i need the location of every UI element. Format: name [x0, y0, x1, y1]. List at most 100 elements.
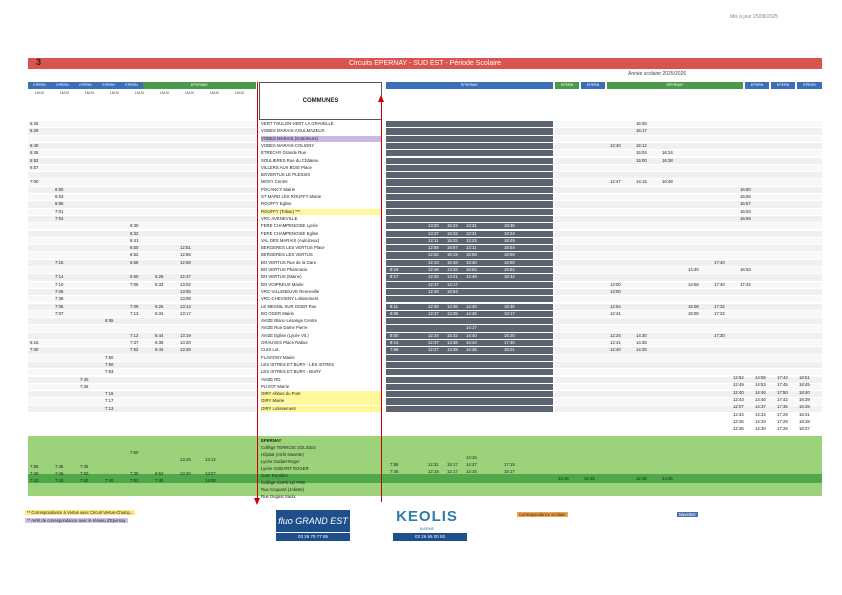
row-band-middle — [386, 361, 553, 369]
time-cell: 18:31 — [799, 411, 810, 417]
time-cell: 6:29 — [30, 128, 39, 134]
direction-arrow-down — [257, 82, 258, 502]
row-band-right — [555, 135, 822, 142]
row-band-middle — [386, 237, 553, 245]
time-cell: 14:30 — [636, 332, 647, 338]
time-cell: 14:17 — [466, 325, 477, 331]
stop-name: AVIZE RD — [261, 376, 281, 382]
row-band-middle — [386, 318, 553, 325]
row-band-left — [28, 347, 256, 354]
row-band-left — [28, 288, 256, 296]
time-cell: 18:58 — [504, 252, 515, 258]
stop-name: OIRY Abbes du Pont — [261, 391, 381, 398]
row-band-right — [555, 252, 822, 259]
time-cell: 7:58 — [390, 347, 399, 353]
time-cell: 6:25 — [30, 121, 39, 126]
destination-name: Hôpital (Arrêt Navette) — [261, 452, 304, 457]
time-cell: 12:17 — [447, 469, 458, 474]
time-cell: 17:42 — [777, 375, 788, 380]
row-band-left — [28, 135, 256, 142]
row-band-middle — [386, 391, 553, 398]
time-cell: 12:34 — [610, 332, 621, 338]
time-cell: 7:10 — [55, 281, 64, 287]
time-cell: 7:38 — [55, 296, 64, 302]
time-cell: 17:26 — [777, 426, 788, 432]
time-cell: 16:48 — [662, 179, 673, 185]
stop-name: BO VERTUS Pharmacie — [261, 267, 308, 272]
row-band-right — [555, 128, 822, 135]
row-band-left — [28, 267, 256, 274]
row-band-right — [555, 296, 822, 303]
time-cell: 12:35 — [636, 476, 647, 481]
time-cell: 8:00 — [390, 332, 399, 338]
time-cell: 6:57 — [30, 164, 39, 170]
row-band-middle — [386, 296, 553, 303]
stop-name: LES ISTRES ET BURY - BURY — [261, 369, 322, 375]
stop-name: BO OGER Mairie — [261, 310, 294, 316]
destination-name: Lycée Godart-Roger — [261, 459, 300, 464]
time-cell: 18:40 — [799, 389, 810, 395]
time-cell: 13:17 — [180, 310, 191, 316]
row-band-left — [28, 274, 256, 281]
row-band-middle — [386, 405, 553, 412]
time-cell: 17:29 — [777, 411, 788, 417]
row-band-right — [555, 369, 822, 376]
stop-name: BO VERTUS (Mairie) — [261, 274, 302, 280]
row-band-middle — [386, 172, 553, 179]
time-cell: 12:41 — [610, 310, 621, 316]
time-cell: 14:30 — [636, 347, 647, 353]
time-cell: 17:42 — [777, 396, 788, 402]
time-cell: 12:45 — [584, 476, 595, 481]
time-cell: 7:43 — [55, 478, 64, 483]
destination-name: Collège TERROIS SOLIGES — [261, 445, 316, 450]
keolis-phone: 03 26 65 00 93 — [393, 533, 467, 541]
legend-navettes: Navettes — [677, 512, 698, 517]
row-band-right — [555, 223, 822, 230]
time-cell: 12:46 — [428, 274, 439, 280]
row-band-middle — [386, 303, 553, 310]
row-band-middle — [386, 223, 553, 230]
time-cell: 13:14 — [180, 303, 191, 309]
time-cell: 12:47 — [610, 179, 621, 185]
time-cell: 16:53 — [740, 267, 751, 272]
time-cell: 17:40 — [714, 259, 725, 265]
stop-name: AVIZE Blanc-Lésange Centre — [261, 318, 318, 324]
time-cell: 6:34 — [155, 310, 164, 316]
row-band-middle — [386, 354, 553, 361]
time-cell: 6:36 — [155, 340, 164, 345]
time-cell: 7:37 — [130, 340, 139, 345]
time-cell: 16:59 — [740, 215, 751, 221]
row-band-middle — [386, 310, 553, 318]
time-cell: 17:40 — [504, 340, 515, 345]
time-cell: 7:45 — [390, 469, 399, 474]
destination-name: Rue Coquard (Joliette) — [261, 487, 305, 492]
middle-column-headers: EPERNAY — [386, 82, 553, 112]
stop-name: BOVERTUS LE PLESSIS — [261, 172, 311, 178]
time-cell: 16:19 — [447, 252, 458, 258]
right-column-headers: EPERN EPERN EPERNAY EPERN EPERN EPERN — [555, 82, 822, 112]
row-band-left — [28, 121, 256, 128]
time-cell: 13:00 — [610, 288, 621, 294]
row-band-middle — [386, 194, 553, 201]
time-cell: 6:26 — [155, 303, 164, 309]
row-band-left — [28, 142, 256, 150]
column-header-cell: EPERN — [771, 82, 795, 89]
stop-name: VRC-AVENEVILLE — [261, 215, 298, 221]
time-cell: 7:45 — [30, 471, 39, 476]
destination-name: Lycée GODART ROGER — [261, 466, 309, 471]
time-cell: 7:07 — [55, 310, 64, 316]
time-cell: 14:36 — [636, 340, 647, 345]
time-cell: 14:46 — [755, 389, 766, 395]
row-band-left — [28, 157, 256, 164]
time-cell: 13:20 — [428, 223, 439, 229]
time-cell: 6:52 — [130, 252, 139, 258]
time-cell: 14:40 — [466, 303, 477, 309]
time-cell: 18:17 — [504, 310, 515, 316]
time-cell: 7:04 — [55, 215, 64, 221]
time-cell: 16:17 — [636, 128, 647, 134]
stop-name: BERGERES LES VERTUS Place — [261, 245, 325, 251]
time-cell: 6:50 — [130, 274, 139, 280]
time-cell: 18:54 — [504, 245, 515, 251]
time-cell: 15:00 — [636, 157, 647, 163]
fluo-logo: fluo GRAND EST — [276, 510, 350, 532]
